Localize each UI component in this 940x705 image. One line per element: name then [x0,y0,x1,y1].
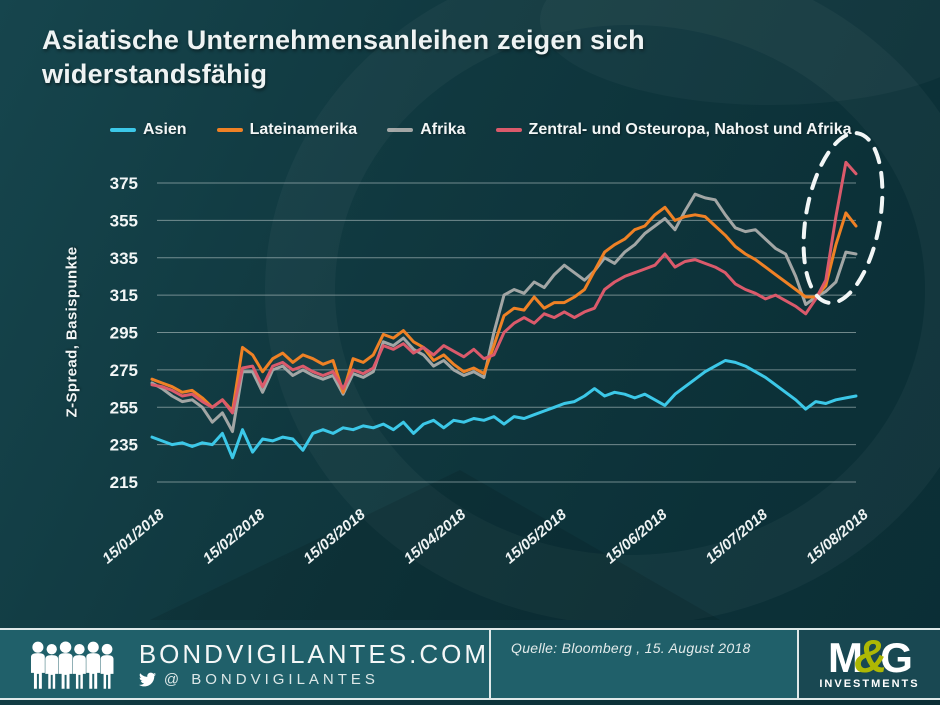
legend-label: Afrika [420,121,466,138]
svg-text:15/01/2018: 15/01/2018 [99,506,168,568]
twitter-bird-icon [138,672,156,687]
legend-label: Lateinamerika [249,121,358,138]
spike-highlight-ellipse [801,131,885,305]
footer-bar: BONDVIGILANTES.COM @ BONDVIGILANTES Quel… [0,628,940,700]
page-title: Asiatische Unternehmensanleihen zeigen s… [42,25,645,89]
svg-text:355: 355 [110,211,138,230]
svg-text:295: 295 [110,324,138,343]
svg-text:215: 215 [110,473,138,492]
people-crowd-icon [30,641,114,689]
series-Lateinamerika [150,205,858,413]
svg-text:275: 275 [110,361,138,380]
legend-swatch [110,128,136,132]
bondvigilantes-site-link[interactable]: BONDVIGILANTES.COM [138,638,489,669]
watermark-swirl [150,470,720,620]
series-Asien [150,359,858,460]
legend-label: Zentral- und Osteuropa, Nahost und Afrik… [528,121,852,138]
series-Afrika [150,192,858,433]
mg-logo-investments: INVESTMENTS [819,677,920,690]
svg-text:15/02/2018: 15/02/2018 [200,506,269,568]
data-series [150,160,858,460]
chart-legend: Asien Lateinamerika Afrika Zentral- und Ost… [110,121,852,139]
legend-swatch [495,128,522,132]
mg-investments-logo: M & G INVESTMENTS [819,629,920,690]
legend-swatch [387,128,414,132]
line-chart: 375 355 335 315 295 275 255 235 215 15/01/2018 15… [99,131,885,620]
svg-text:375: 375 [110,174,138,193]
gridlines: 375 355 335 315 295 275 255 235 215 [110,174,856,492]
svg-text:315: 315 [110,286,138,305]
legend-label: Asien [143,121,187,138]
twitter-handle-label: @ BONDVIGILANTES [163,671,379,689]
footer-brand: BONDVIGILANTES.COM @ BONDVIGILANTES [0,630,489,698]
series-Zentral- und Osteuropa, Nahost und Afrika [150,160,858,415]
legend-swatch [216,128,243,132]
svg-text:235: 235 [110,436,138,455]
svg-text:255: 255 [110,398,138,417]
svg-text:335: 335 [110,249,138,268]
legend-item-lateinamerika: Lateinamerika [216,121,358,139]
legend-item-zentral-und-osteuropa-nahost-und-afrika: Zentral- und Osteuropa, Nahost und Afrik… [495,121,852,139]
mg-logo-g: G [880,634,913,682]
mg-logo-ampersand: & [854,629,888,682]
mg-logo-m: M [828,634,863,682]
twitter-handle-link[interactable]: @ BONDVIGILANTES [138,671,489,689]
legend-item-asien: Asien [110,121,187,139]
legend-item-afrika: Afrika [387,121,466,139]
footer-mg-panel: M & G INVESTMENTS [799,630,940,698]
source-label: Quelle: Bloomberg , 15. August 2018 [511,640,751,656]
footer-source: Quelle: Bloomberg , 15. August 2018 [489,630,799,698]
